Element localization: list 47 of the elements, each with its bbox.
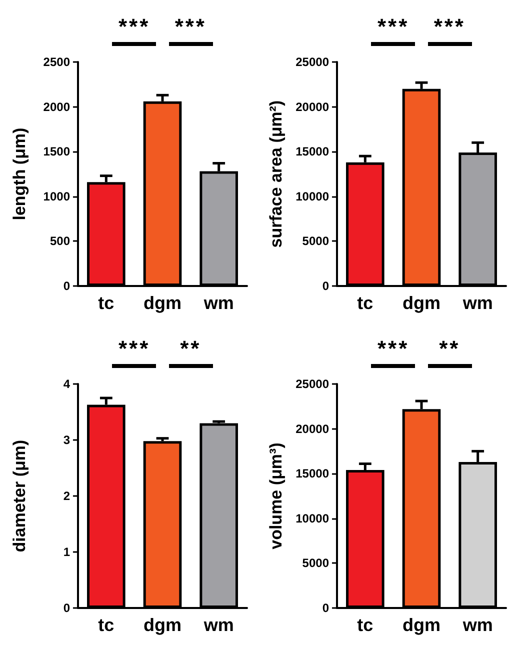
y-tick-label: 0 [322, 279, 330, 293]
x-tick-label: tc [357, 615, 374, 635]
y-axis-title: length (μm) [10, 128, 29, 220]
y-axis-title: diameter (μm) [10, 440, 29, 552]
y-tick-label: 2 [63, 489, 70, 503]
text: *** [117, 14, 152, 39]
x-tick-label: dgm [402, 293, 440, 313]
text: *** [376, 14, 410, 39]
y-axis-title: surface area (μm²) [266, 100, 286, 248]
text: ** [438, 336, 462, 361]
y-tick-label: 4 [63, 377, 70, 391]
y-tick-label: 3 [63, 433, 70, 447]
y-tick-label: 500 [50, 234, 70, 248]
y-tick-label: 20000 [296, 100, 330, 114]
y-tick-label: 5000 [302, 556, 330, 570]
y-tick-label: 5000 [302, 234, 330, 248]
y-tick-label: 10000 [296, 511, 330, 526]
y-tick-label: 1 [63, 545, 70, 559]
y-tick-label: 2500 [43, 55, 70, 69]
y-tick-label: 25000 [296, 377, 330, 391]
x-tick-label: wm [202, 293, 234, 313]
y-tick-label: 0 [322, 601, 330, 615]
text: ** [179, 336, 202, 361]
y-tick-label: 25000 [296, 55, 330, 69]
y-tick-label: 10000 [296, 189, 330, 204]
y-axis-title: volume (μm³) [266, 442, 286, 550]
x-tick-label: dgm [144, 615, 182, 635]
x-tick-label: tc [98, 293, 114, 313]
x-tick-label: dgm [402, 615, 440, 635]
text: *** [376, 336, 410, 361]
x-tick-label: tc [357, 293, 374, 313]
y-tick-label: 0 [63, 601, 70, 615]
y-tick-label: 15000 [296, 466, 330, 481]
x-tick-label: dgm [144, 293, 182, 313]
x-tick-label: wm [202, 615, 234, 635]
y-tick-label: 2000 [43, 100, 70, 114]
text: *** [117, 336, 152, 361]
x-tick-label: wm [462, 293, 493, 313]
y-tick-label: 20000 [296, 422, 330, 436]
y-tick-label: 1000 [43, 189, 70, 204]
y-tick-label: 0 [63, 279, 70, 293]
x-tick-label: wm [462, 615, 493, 635]
x-tick-label: tc [98, 615, 114, 635]
y-tick-label: 15000 [296, 144, 330, 159]
y-tick-label: 1500 [43, 144, 70, 159]
text: *** [174, 14, 208, 39]
text: *** [432, 14, 466, 39]
